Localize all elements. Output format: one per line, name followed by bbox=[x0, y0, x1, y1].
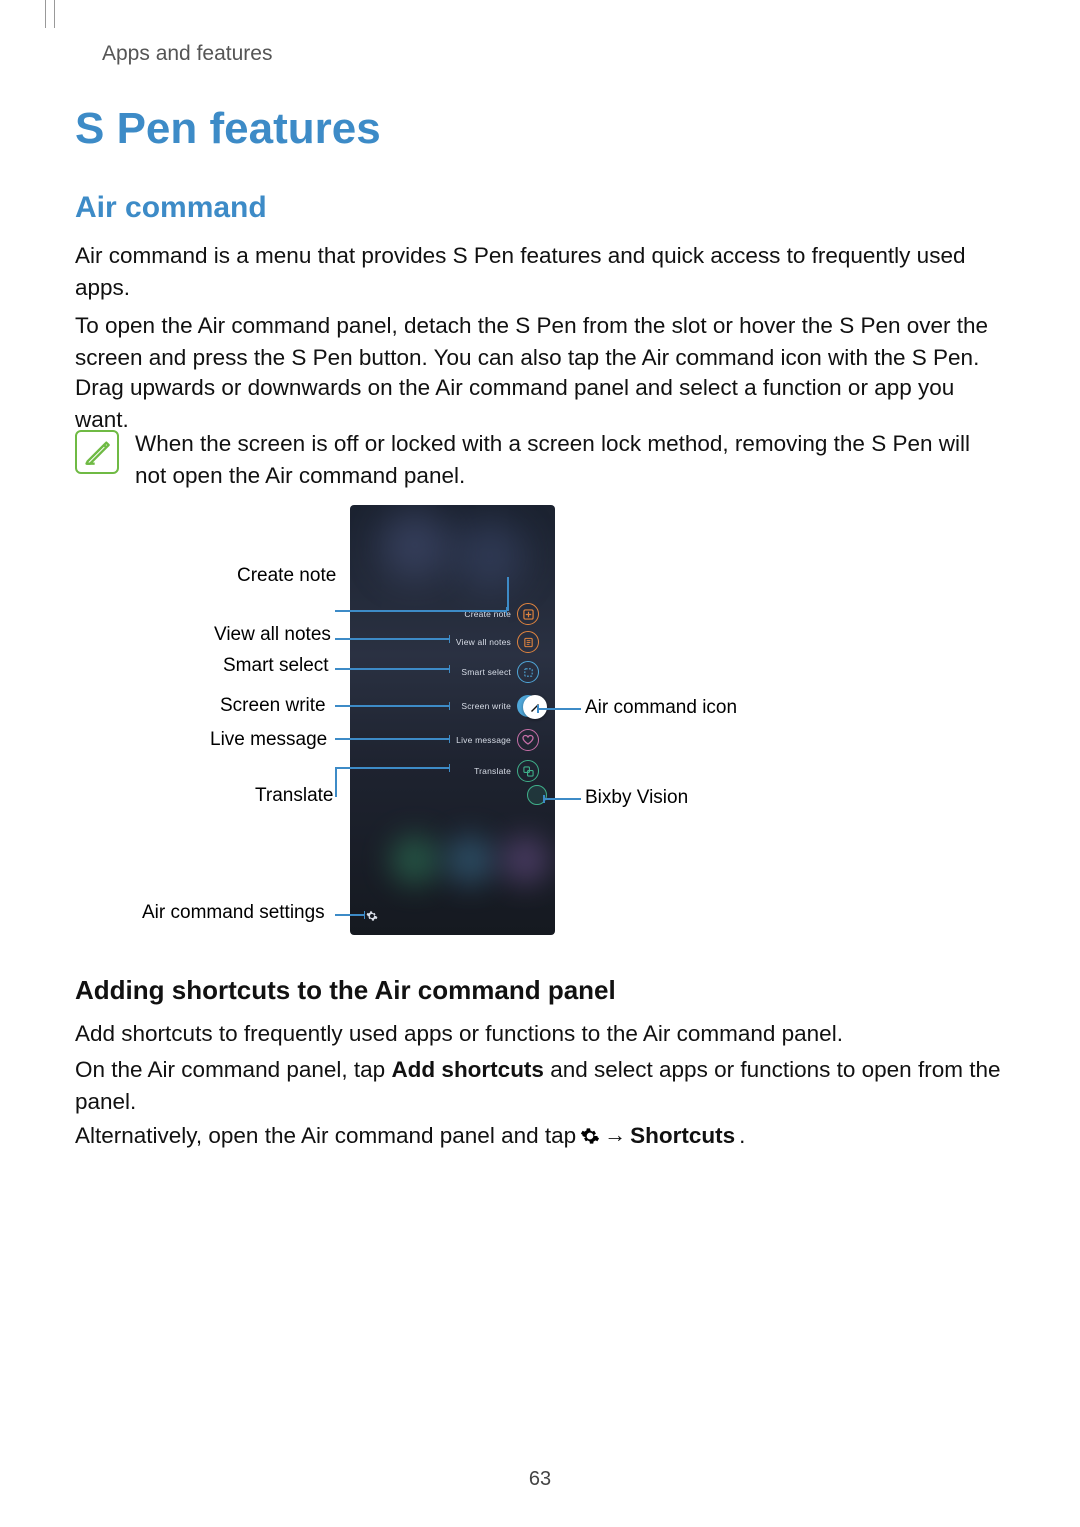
callout-translate: Translate bbox=[255, 785, 334, 807]
live-message-icon bbox=[517, 729, 539, 751]
callout-live-message: Live message bbox=[210, 729, 327, 751]
page-title: S Pen features bbox=[75, 104, 381, 154]
paragraph: Alternatively, open the Air command pane… bbox=[75, 1120, 1005, 1152]
menu-item-live-message: Live message bbox=[456, 729, 539, 751]
callout-air-command-icon: Air command icon bbox=[585, 697, 737, 719]
air-command-floating-icon bbox=[523, 695, 547, 719]
callout-create-note: Create note bbox=[237, 565, 336, 587]
note-text: When the screen is off or locked with a … bbox=[135, 428, 1005, 491]
callout-view-notes: View all notes bbox=[214, 624, 331, 646]
menu-item-smart-select: Smart select bbox=[461, 661, 539, 683]
smart-select-icon bbox=[517, 661, 539, 683]
menu-item-view-notes: View all notes bbox=[456, 631, 539, 653]
page-number: 63 bbox=[0, 1468, 1080, 1491]
gear-icon bbox=[580, 1126, 600, 1146]
paragraph: Air command is a menu that provides S Pe… bbox=[75, 240, 1005, 303]
paragraph: To open the Air command panel, detach th… bbox=[75, 310, 1005, 373]
air-command-settings-icon bbox=[366, 909, 378, 921]
translate-icon bbox=[517, 760, 539, 782]
phone-screenshot: Create note View all notes Smart select … bbox=[350, 505, 555, 935]
view-notes-icon bbox=[517, 631, 539, 653]
menu-item-create-note: Create note bbox=[464, 603, 539, 625]
subsection-heading: Adding shortcuts to the Air command pane… bbox=[75, 975, 616, 1006]
note-block: When the screen is off or locked with a … bbox=[75, 428, 1005, 491]
callout-bixby: Bixby Vision bbox=[585, 787, 688, 809]
diagram: Create note View all notes Smart select … bbox=[0, 505, 1080, 955]
callout-screen-write: Screen write bbox=[220, 695, 326, 717]
paragraph: Drag upwards or downwards on the Air com… bbox=[75, 372, 1005, 435]
paragraph: On the Air command panel, tap Add shortc… bbox=[75, 1054, 1005, 1117]
menu-item-translate: Translate bbox=[474, 760, 539, 782]
paragraph: Add shortcuts to frequently used apps or… bbox=[75, 1018, 1005, 1050]
callout-smart-select: Smart select bbox=[223, 655, 329, 677]
callout-settings: Air command settings bbox=[142, 902, 325, 924]
page-tab-marker bbox=[45, 0, 55, 28]
leader-line bbox=[335, 610, 507, 612]
header-breadcrumb: Apps and features bbox=[102, 42, 272, 66]
section-heading: Air command bbox=[75, 191, 267, 225]
create-note-icon bbox=[517, 603, 539, 625]
note-icon bbox=[75, 430, 119, 474]
